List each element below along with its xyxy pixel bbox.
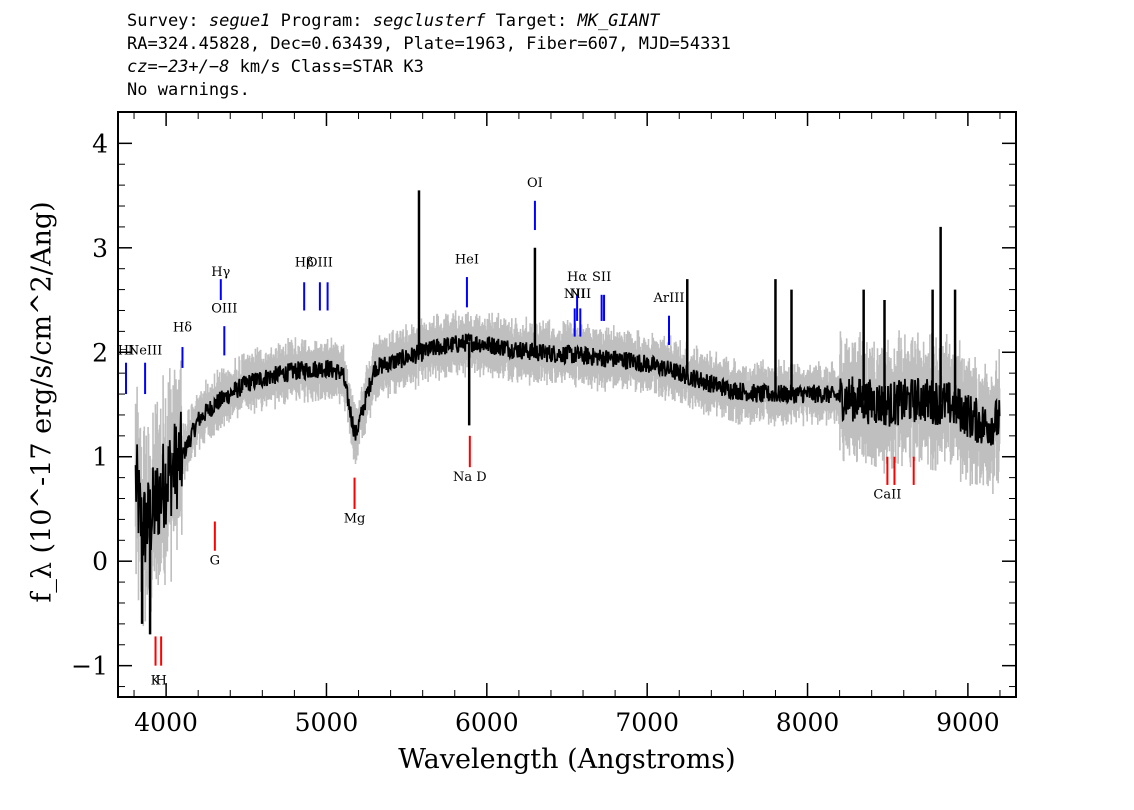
absorption-line-label: H xyxy=(155,673,166,688)
absorption-line-label: Mg xyxy=(344,512,366,527)
target-value: MK_GIANT xyxy=(577,11,660,31)
emission-line-label: OI xyxy=(527,176,543,191)
emission-line-label: NII xyxy=(569,287,591,302)
emission-line-label: HI xyxy=(118,343,134,358)
absorption-line-label: Na D xyxy=(453,470,487,485)
y-axis-label: f_λ (10^-17 erg/s/cm^2/Ang) xyxy=(12,0,72,810)
header-line-4: No warnings. xyxy=(127,80,250,100)
emission-line-label: Hδ xyxy=(173,320,192,335)
x-axis-label: Wavelength (Angstroms) xyxy=(0,744,1134,775)
y-tick-label: 2 xyxy=(92,338,108,367)
absorption-line-label: CaII xyxy=(873,488,901,503)
absorption-line-label: G xyxy=(210,553,220,568)
header-line-1: Survey: segue1 Program: segclusterf Targ… xyxy=(127,10,731,33)
emission-line-label: HeI xyxy=(455,252,479,267)
axes: 4000 5000 6000 7000 8000 9000 −1 0 1 2 3 4 xyxy=(71,112,1016,737)
emission-line-label: Hγ xyxy=(211,265,230,280)
flux-series xyxy=(134,190,1001,635)
flux-line xyxy=(134,332,1001,563)
y-axis-label-text: f_λ (10^-17 erg/s/cm^2/Ang) xyxy=(26,201,58,603)
emission-line-label: OIII xyxy=(307,256,333,271)
x-tick-label: 7000 xyxy=(615,708,679,737)
target-label: Target: xyxy=(495,11,568,31)
program-value: segclusterf xyxy=(372,11,486,31)
absorption-line-label: K xyxy=(151,673,161,688)
y-tick-label: −1 xyxy=(71,652,108,681)
x-axis-label-text: Wavelength (Angstroms) xyxy=(398,744,736,775)
cz-label: cz= xyxy=(127,57,158,77)
emission-line-label: NII xyxy=(564,287,586,302)
x-tick-label: 4000 xyxy=(134,708,198,737)
x-tick-label: 5000 xyxy=(295,708,359,737)
x-tick-label: 6000 xyxy=(455,708,519,737)
x-tick-label: 8000 xyxy=(776,708,840,737)
cz-value: −23+/−8 xyxy=(157,57,230,77)
y-tick-label: 4 xyxy=(92,129,108,158)
x-tick-label: 9000 xyxy=(936,708,1000,737)
plot-frame xyxy=(117,111,1017,698)
emission-line-label: SII xyxy=(592,270,611,285)
emission-line-label: Hα xyxy=(567,270,587,285)
program-label: Program: xyxy=(280,11,363,31)
y-tick-label: 0 xyxy=(92,547,108,576)
survey-value: segue1 xyxy=(208,11,271,31)
header-line-3: cz=−23+/−8 km/s Class=STAR K3 xyxy=(127,56,731,79)
emission-line-label: OIII xyxy=(211,302,237,317)
emission-line-label: NeIII xyxy=(128,343,162,358)
header-line-2: RA=324.45828, Dec=0.63439, Plate=1963, F… xyxy=(127,34,731,54)
cz-rest: km/s Class=STAR K3 xyxy=(229,57,424,77)
survey-label: Survey: xyxy=(127,11,199,31)
y-tick-label: 1 xyxy=(92,443,108,472)
emission-line-label: ArIII xyxy=(652,291,684,306)
y-tick-label: 3 xyxy=(92,234,108,263)
spectrum-header: Survey: segue1 Program: segclusterf Targ… xyxy=(127,10,731,102)
emission-line-label: Hβ xyxy=(295,256,314,271)
